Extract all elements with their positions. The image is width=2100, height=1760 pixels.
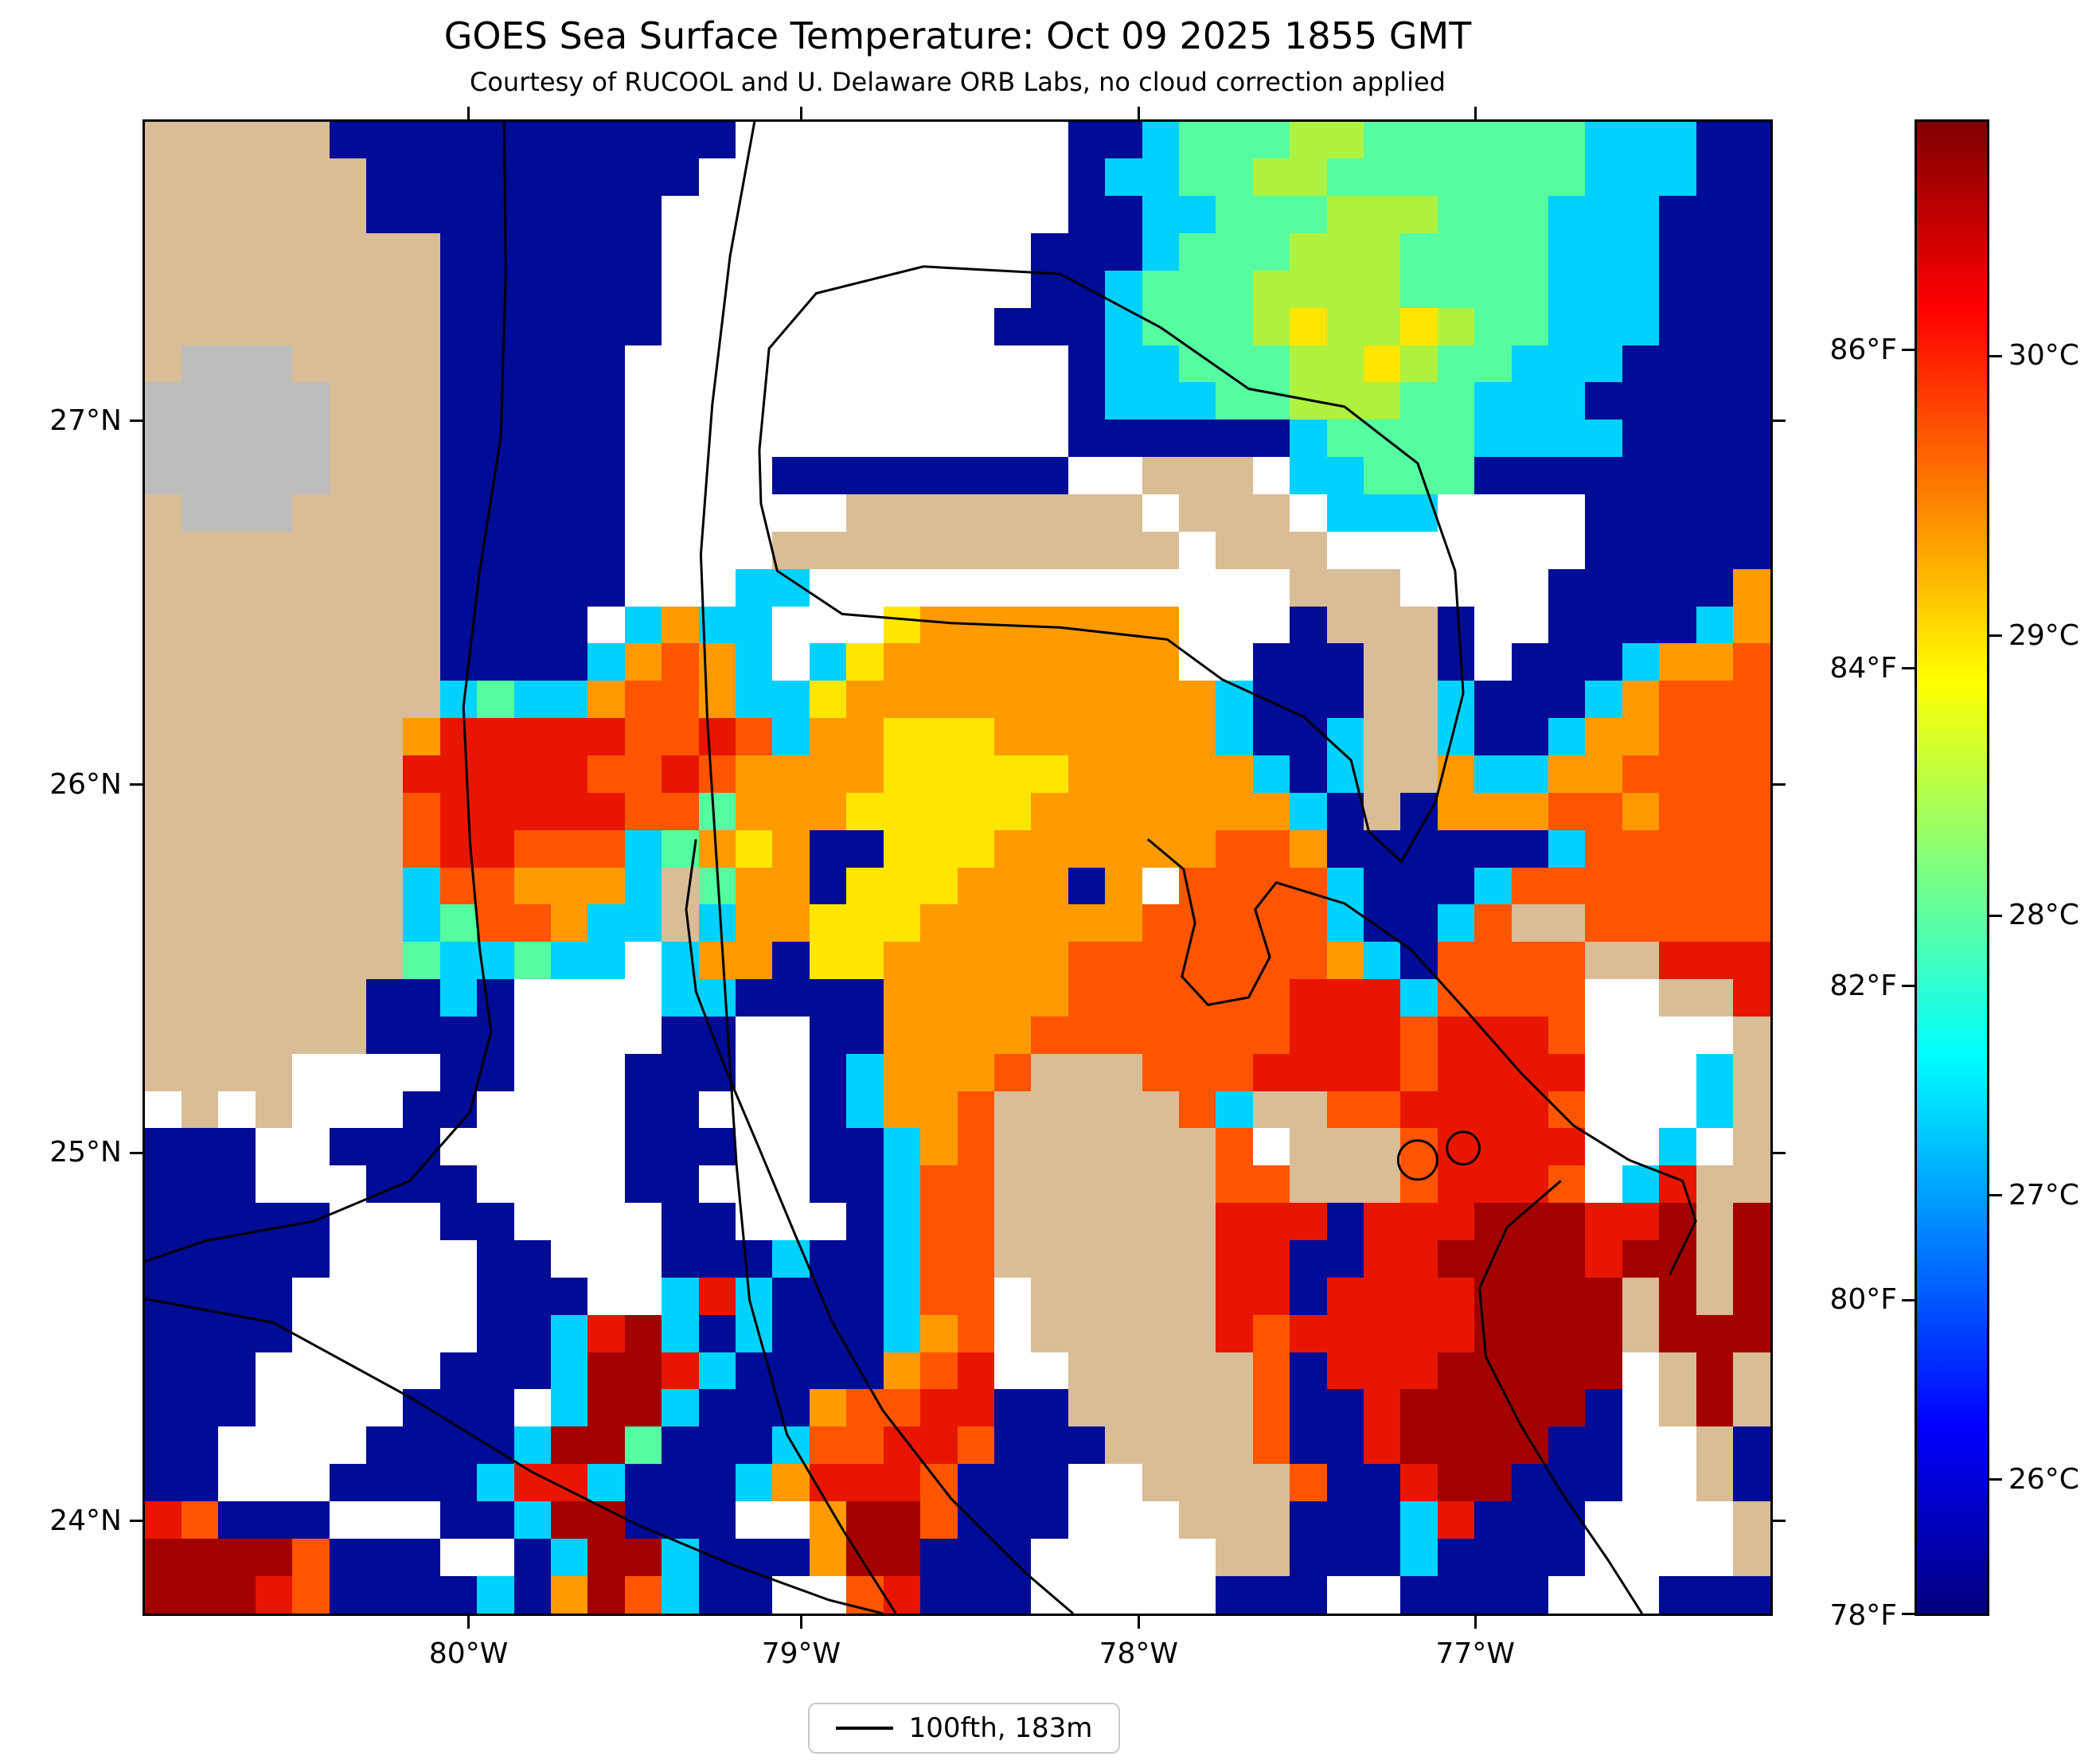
y-tick-label: 27°N	[49, 404, 122, 437]
y-tick-mark-left	[130, 1520, 142, 1523]
legend: 100fth, 183m	[808, 1703, 1120, 1754]
y-tick-mark-right	[1773, 420, 1786, 423]
x-tick-mark-top	[799, 107, 802, 119]
legend-line-sample	[835, 1727, 893, 1730]
isobath-contour-overlay	[145, 122, 1697, 1614]
legend-label: 100fth, 183m	[908, 1712, 1093, 1744]
colorbar-tick-fahrenheit	[1902, 349, 1915, 352]
y-tick-label: 25°N	[49, 1136, 122, 1169]
chart-title: GOES Sea Surface Temperature: Oct 09 202…	[443, 14, 1472, 57]
x-tick-label: 78°W	[1099, 1637, 1179, 1670]
isobath-contour	[758, 265, 1465, 864]
colorbar-tick-celsius	[1989, 1478, 2002, 1481]
isobath-contour	[145, 1298, 884, 1614]
x-tick-label: 80°W	[428, 1637, 509, 1670]
x-tick-mark-top	[1137, 107, 1140, 119]
colorbar-tick-celsius	[1989, 914, 2002, 917]
colorbar-tick-fahrenheit	[1902, 667, 1915, 670]
isobath-contour	[685, 839, 1074, 1614]
x-tick-mark-bottom	[1474, 1616, 1477, 1629]
colorbar-label-fahrenheit: 80°F	[1829, 1283, 1897, 1317]
x-tick-mark-top	[467, 107, 470, 119]
y-tick-label: 26°N	[49, 767, 122, 801]
x-tick-mark-top	[1474, 107, 1477, 119]
colorbar-tick-celsius	[1989, 1194, 2002, 1197]
colorbar-label-celsius: 29°C	[2008, 619, 2079, 652]
colorbar-label-celsius: 27°C	[2008, 1178, 2079, 1212]
colorbar-tick-fahrenheit	[1902, 1298, 1915, 1301]
y-tick-mark-left	[130, 1151, 142, 1154]
x-tick-mark-bottom	[799, 1616, 802, 1629]
colorbar-label-fahrenheit: 86°F	[1829, 333, 1897, 366]
sst-heatmap-canvas	[145, 122, 1770, 1614]
colorbar-tick-fahrenheit	[1902, 985, 1915, 988]
colorbar-tick-fahrenheit	[1902, 1612, 1915, 1615]
x-tick-mark-bottom	[467, 1616, 470, 1629]
isobath-contour	[1477, 1180, 1643, 1614]
isobath-contour	[1146, 838, 1697, 1276]
colorbar-label-celsius: 30°C	[2008, 339, 2079, 373]
isobath-contour-closed	[1396, 1139, 1438, 1181]
y-tick-mark-right	[1773, 1151, 1786, 1154]
colorbar-label-celsius: 26°C	[2008, 1462, 2079, 1496]
y-tick-mark-left	[130, 420, 142, 423]
isobath-contour	[145, 122, 507, 1263]
sst-map	[142, 119, 1773, 1616]
colorbar-label-fahrenheit: 82°F	[1829, 969, 1897, 1002]
isobath-contour	[699, 122, 897, 1614]
isobath-contour-closed	[1446, 1130, 1481, 1166]
x-tick-label: 79°W	[761, 1637, 841, 1670]
y-tick-label: 24°N	[49, 1504, 122, 1537]
y-tick-mark-right	[1773, 783, 1786, 786]
colorbar-label-fahrenheit: 78°F	[1829, 1599, 1897, 1632]
colorbar-label-celsius: 28°C	[2008, 899, 2079, 932]
colorbar-tick-celsius	[1989, 354, 2002, 357]
y-tick-mark-right	[1773, 1520, 1786, 1523]
chart-subtitle: Courtesy of RUCOOL and U. Delaware ORB L…	[470, 67, 1446, 97]
x-tick-label: 77°W	[1435, 1637, 1515, 1670]
x-tick-mark-bottom	[1137, 1616, 1140, 1629]
colorbar-label-fahrenheit: 84°F	[1829, 651, 1897, 685]
colorbar-tick-celsius	[1989, 634, 2002, 638]
colorbar	[1915, 119, 1989, 1616]
y-tick-mark-left	[130, 783, 142, 786]
